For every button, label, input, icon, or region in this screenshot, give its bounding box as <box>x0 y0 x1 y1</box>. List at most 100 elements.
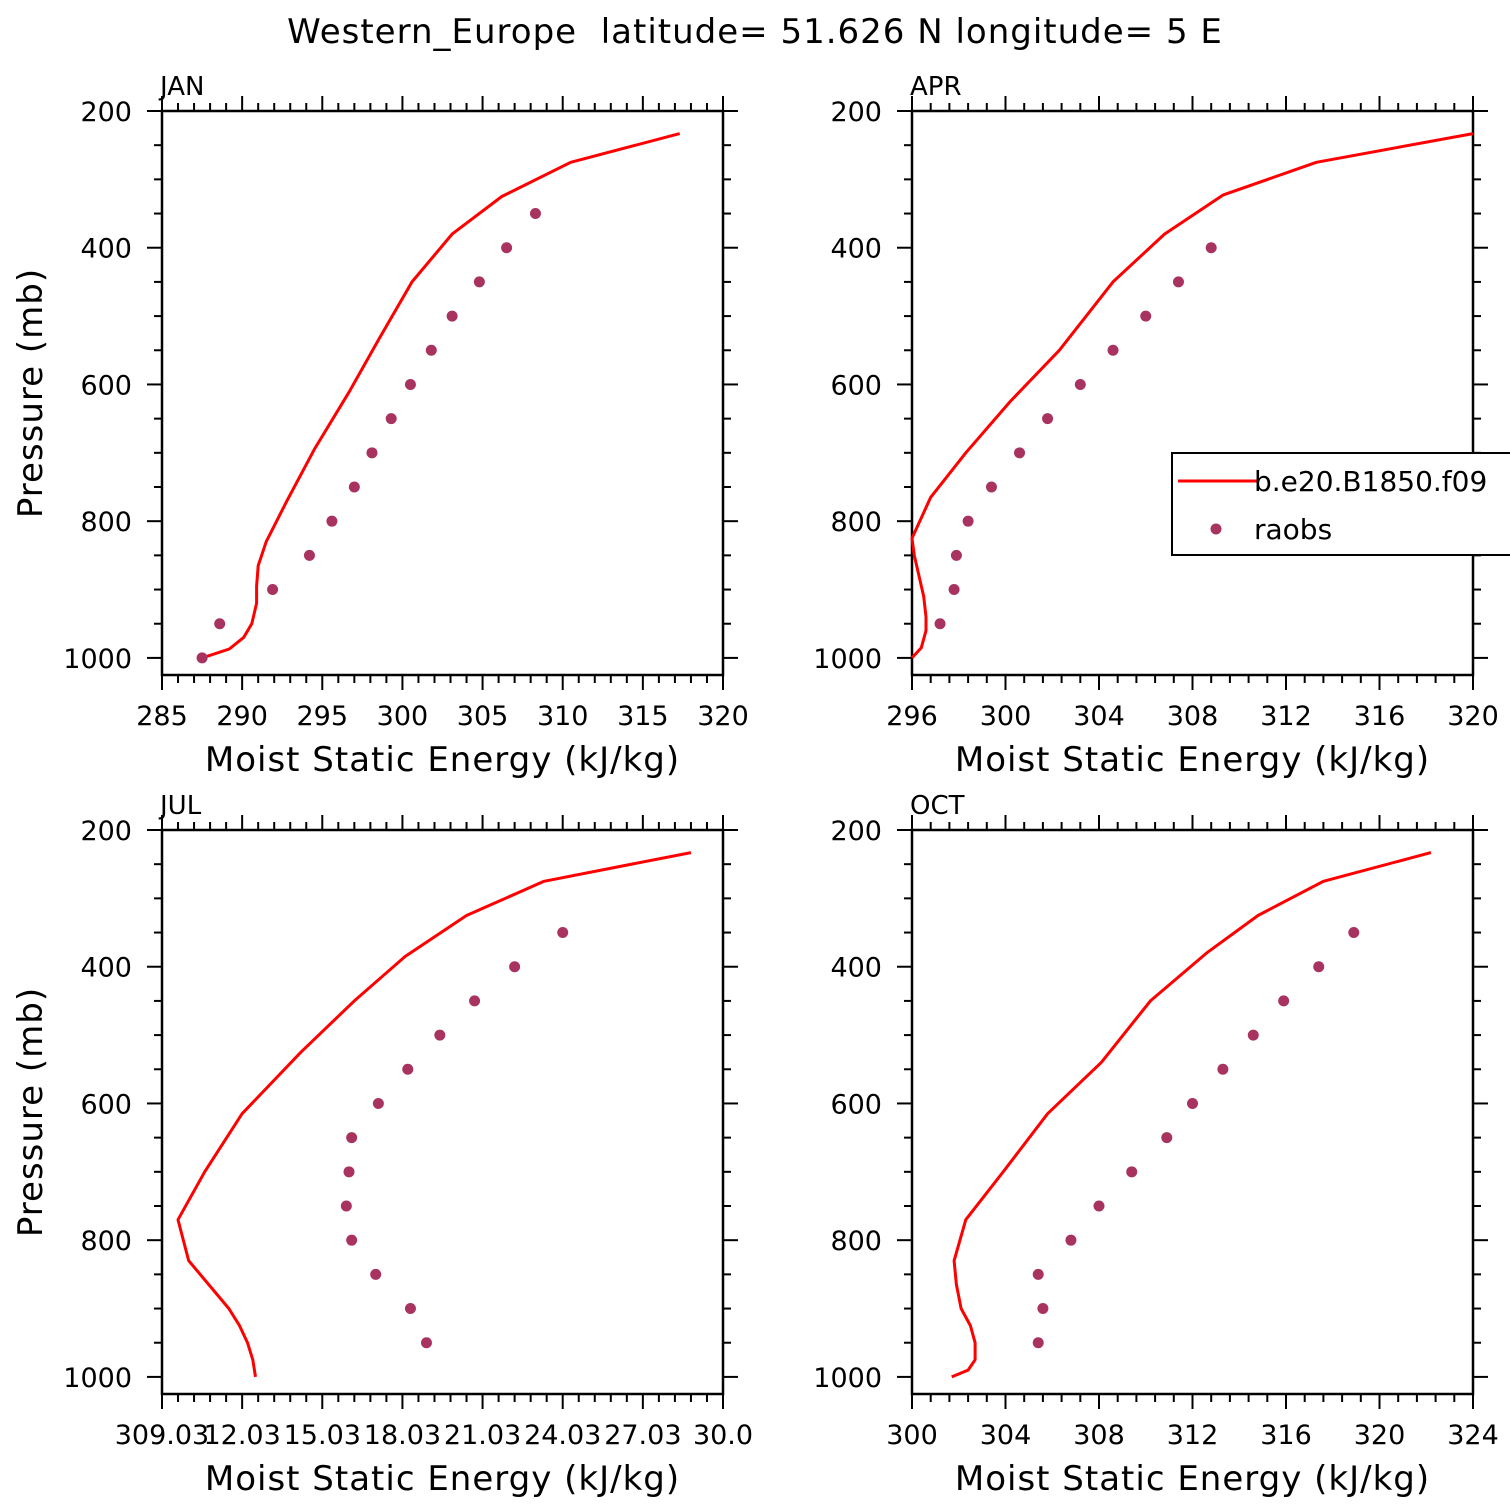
panel-label: JUL <box>158 791 202 821</box>
x-tick-label: 295 <box>297 701 349 732</box>
panel-label: JAN <box>158 72 204 102</box>
raobs-point <box>1032 1268 1044 1280</box>
raobs-point <box>214 618 226 630</box>
raobs-point <box>509 961 521 973</box>
y-axis-label: Pressure (mb) <box>11 987 51 1237</box>
x-tick-label: 320 <box>697 701 749 732</box>
x-tick-label: 320 <box>1447 701 1499 732</box>
raobs-point <box>1161 1132 1173 1144</box>
y-tick-label: 400 <box>80 953 132 984</box>
raobs-point <box>340 1200 352 1212</box>
x-tick-label: 316 <box>1354 701 1406 732</box>
legend-box <box>1171 452 1510 556</box>
x-tick-label: 320 <box>1354 1420 1406 1451</box>
x-tick-label: 290 <box>216 701 268 732</box>
raobs-point <box>1187 1097 1198 1109</box>
x-tick-label: 305 <box>457 701 509 732</box>
x-tick-label: 312 <box>1260 701 1312 732</box>
panel-label: OCT <box>910 791 965 821</box>
raobs-point <box>985 481 997 493</box>
raobs-point <box>1348 927 1360 939</box>
raobs-point <box>1014 447 1026 459</box>
y-tick-label: 800 <box>80 1226 132 1257</box>
y-tick-label: 600 <box>80 1089 132 1120</box>
x-tick-label: 309.03 <box>115 1420 209 1451</box>
raobs-point <box>1107 344 1119 356</box>
x-tick-label: 285 <box>136 701 188 732</box>
raobs-point <box>1140 310 1152 322</box>
plot-frame <box>160 828 725 1396</box>
x-tick-label: 12.03 <box>203 1420 280 1451</box>
raobs-point <box>1172 276 1184 288</box>
model-series-line <box>201 132 681 660</box>
y-tick-label: 400 <box>830 234 882 265</box>
plot-frame <box>910 109 1475 677</box>
y-tick-label: 1000 <box>813 1363 882 1394</box>
legend-model-label: b.e20.B1850.f09 <box>1254 465 1487 498</box>
raobs-point <box>1032 1337 1044 1349</box>
y-tick-label: 800 <box>830 1226 882 1257</box>
raobs-point <box>1074 378 1086 390</box>
y-tick-label: 200 <box>80 816 132 847</box>
y-tick-label: 600 <box>80 370 132 401</box>
x-tick-label: 30.0 <box>693 1420 753 1451</box>
raobs-point <box>1126 1166 1138 1178</box>
y-tick-label: 600 <box>830 370 882 401</box>
y-tick-label: 800 <box>830 507 882 538</box>
plot-frame <box>160 109 725 677</box>
y-tick-label: 400 <box>80 234 132 265</box>
x-tick-label: 300 <box>377 701 429 732</box>
model-series-line <box>910 132 1474 659</box>
x-tick-label: 304 <box>980 1420 1032 1451</box>
x-tick-label: 300 <box>886 1420 938 1451</box>
x-axis-label: Moist Static Energy (kJ/kg) <box>205 1459 680 1499</box>
x-axis-label: Moist Static Energy (kJ/kg) <box>955 740 1430 780</box>
y-tick-label: 800 <box>80 507 132 538</box>
raobs-point <box>425 344 437 356</box>
raobs-point <box>1093 1200 1105 1212</box>
raobs-point <box>303 549 315 561</box>
raobs-point <box>434 1029 446 1041</box>
raobs-point <box>385 413 397 425</box>
y-tick-label: 1000 <box>63 1363 132 1394</box>
x-tick-label: 21.03 <box>444 1420 521 1451</box>
x-tick-label: 27.03 <box>604 1420 681 1451</box>
raobs-point <box>1217 1063 1229 1075</box>
x-tick-label: 324 <box>1447 1420 1499 1451</box>
x-tick-label: 312 <box>1167 1420 1219 1451</box>
y-tick-label: 400 <box>830 953 882 984</box>
raobs-point <box>370 1268 382 1280</box>
x-tick-label: 315 <box>617 701 669 732</box>
raobs-point <box>346 1132 358 1144</box>
y-tick-label: 200 <box>80 97 132 128</box>
raobs-point <box>948 584 960 596</box>
figure-title: Western_Europe latitude= 51.626 N longit… <box>287 12 1223 52</box>
panel-apr: APR 296 300 304 308 312 316 320 200 400 600 800 1000… <box>813 72 1498 780</box>
y-tick-label: 200 <box>830 97 882 128</box>
x-tick-label: 304 <box>1073 701 1125 732</box>
x-tick-label: 18.03 <box>364 1420 441 1451</box>
panel-jan: JAN 285 290 295 300 305 310 315 320 200 400 600 800 1… <box>11 72 749 780</box>
raobs-point <box>404 378 416 390</box>
y-tick-label: 600 <box>830 1089 882 1120</box>
legend-raobs-swatch <box>1210 523 1222 535</box>
raobs-point <box>1042 413 1054 425</box>
raobs-point <box>420 1337 432 1349</box>
x-tick-label: 15.03 <box>284 1420 361 1451</box>
raobs-point <box>372 1097 384 1109</box>
raobs-point <box>1037 1303 1049 1315</box>
y-axis-label: Pressure (mb) <box>11 268 51 518</box>
panel-label: APR <box>910 72 962 102</box>
raobs-point <box>446 310 458 322</box>
x-tick-label: 308 <box>1167 701 1219 732</box>
x-tick-label: 24.03 <box>524 1420 601 1451</box>
raobs-point <box>404 1303 416 1315</box>
raobs-point <box>934 618 946 630</box>
raobs-point <box>469 995 481 1007</box>
raobs-point <box>326 515 338 527</box>
raobs-point <box>1205 242 1217 254</box>
x-tick-label: 310 <box>537 701 589 732</box>
model-series-line <box>951 851 1432 1379</box>
panel-oct: OCT 300 304 308 312 316 320 324 200 400 600 800 1000… <box>813 791 1498 1499</box>
